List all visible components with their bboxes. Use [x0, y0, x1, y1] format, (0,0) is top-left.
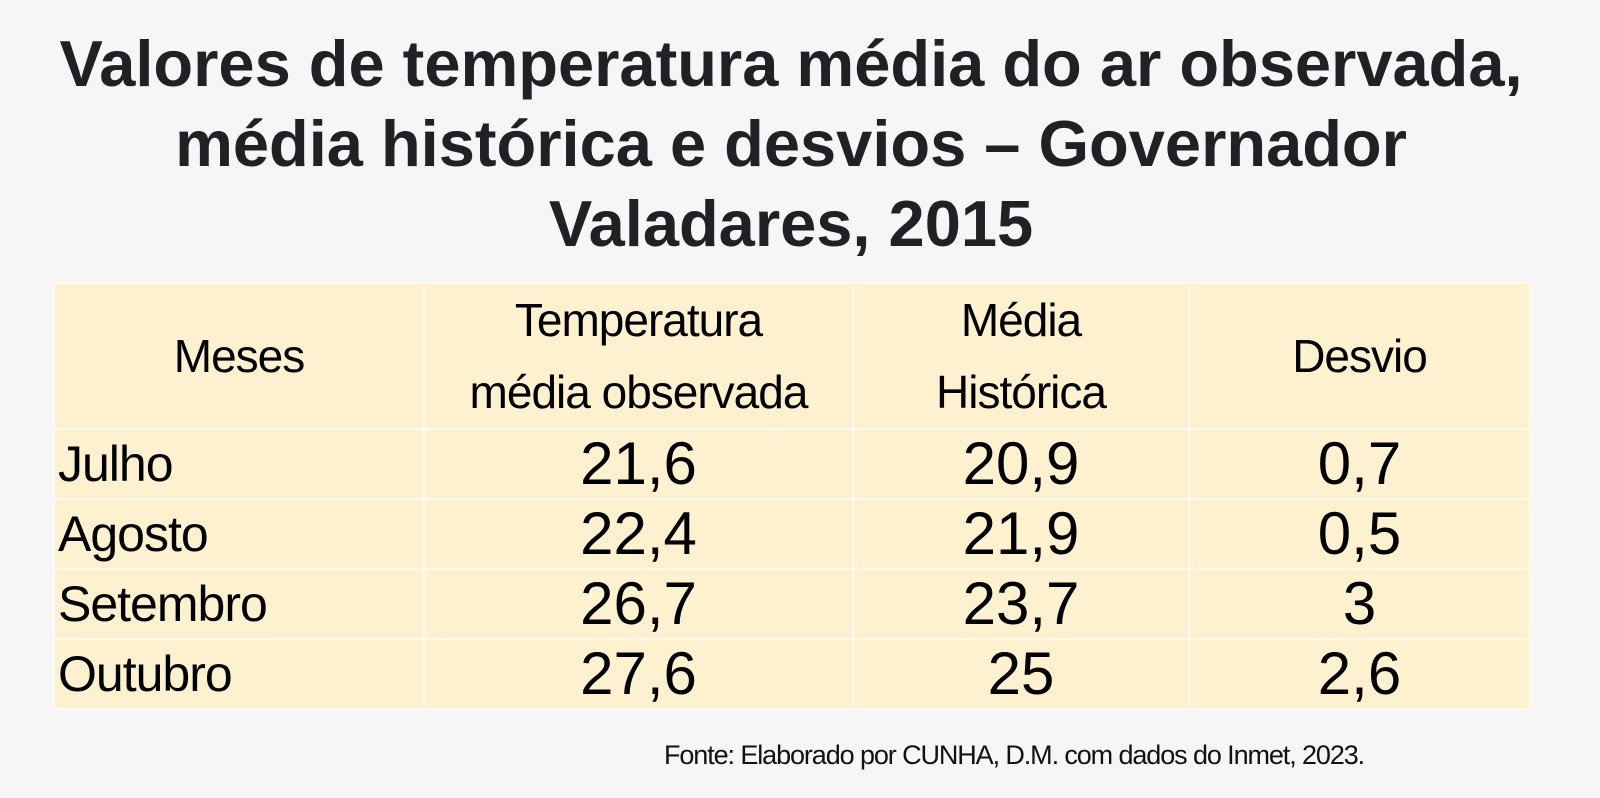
- table-row: Setembro 26,7 23,7 3: [53, 568, 1531, 640]
- cell-deviation: 0,5: [1188, 498, 1531, 570]
- header-historical-line-1: Média: [960, 294, 1082, 346]
- cell-month: Outubro: [53, 638, 425, 710]
- cell-historical: 25: [852, 638, 1190, 710]
- header-observed-line-1: Temperatura: [514, 294, 763, 346]
- header-row: Meses Temperatura média observada Média …: [53, 282, 1531, 430]
- header-observed-line-2: média observada: [469, 366, 809, 418]
- table-row: Outubro 27,6 25 2,6: [53, 638, 1531, 710]
- header-observed-temperature: Temperatura média observada: [423, 282, 854, 430]
- source-note: Fonte: Elaborado por CUNHA, D.M. com dad…: [664, 740, 1365, 770]
- title-line-2: média histórica e desvios – Governador: [175, 107, 1407, 180]
- header-months-label: Meses: [173, 330, 305, 382]
- cell-observed: 27,6: [423, 638, 854, 710]
- cell-deviation: 3: [1188, 568, 1531, 640]
- table-row: Agosto 22,4 21,9 0,5: [53, 498, 1531, 570]
- cell-historical: 21,9: [852, 498, 1190, 570]
- title-line-1: Valores de temperatura média do ar obser…: [59, 27, 1523, 100]
- cell-observed: 22,4: [423, 498, 854, 570]
- cell-deviation: 2,6: [1188, 638, 1531, 710]
- temperature-table: Meses Temperatura média observada Média …: [53, 282, 1531, 710]
- cell-month: Agosto: [53, 498, 425, 570]
- cell-observed: 26,7: [423, 568, 854, 640]
- cell-deviation: 0,7: [1188, 428, 1531, 500]
- cell-month: Julho: [53, 428, 425, 500]
- table-row: Julho 21,6 20,9 0,7: [53, 428, 1531, 500]
- page-title: Valores de temperatura média do ar obser…: [0, 24, 1582, 264]
- header-historical-line-2: Histórica: [936, 366, 1107, 418]
- cell-historical: 23,7: [852, 568, 1190, 640]
- header-deviation-label: Desvio: [1292, 330, 1428, 382]
- title-line-3: Valadares, 2015: [548, 187, 1034, 260]
- header-historical-average: Média Histórica: [852, 282, 1190, 430]
- cell-month: Setembro: [53, 568, 425, 640]
- cell-historical: 20,9: [852, 428, 1190, 500]
- header-months: Meses: [53, 282, 425, 430]
- cell-observed: 21,6: [423, 428, 854, 500]
- header-deviation: Desvio: [1188, 282, 1531, 430]
